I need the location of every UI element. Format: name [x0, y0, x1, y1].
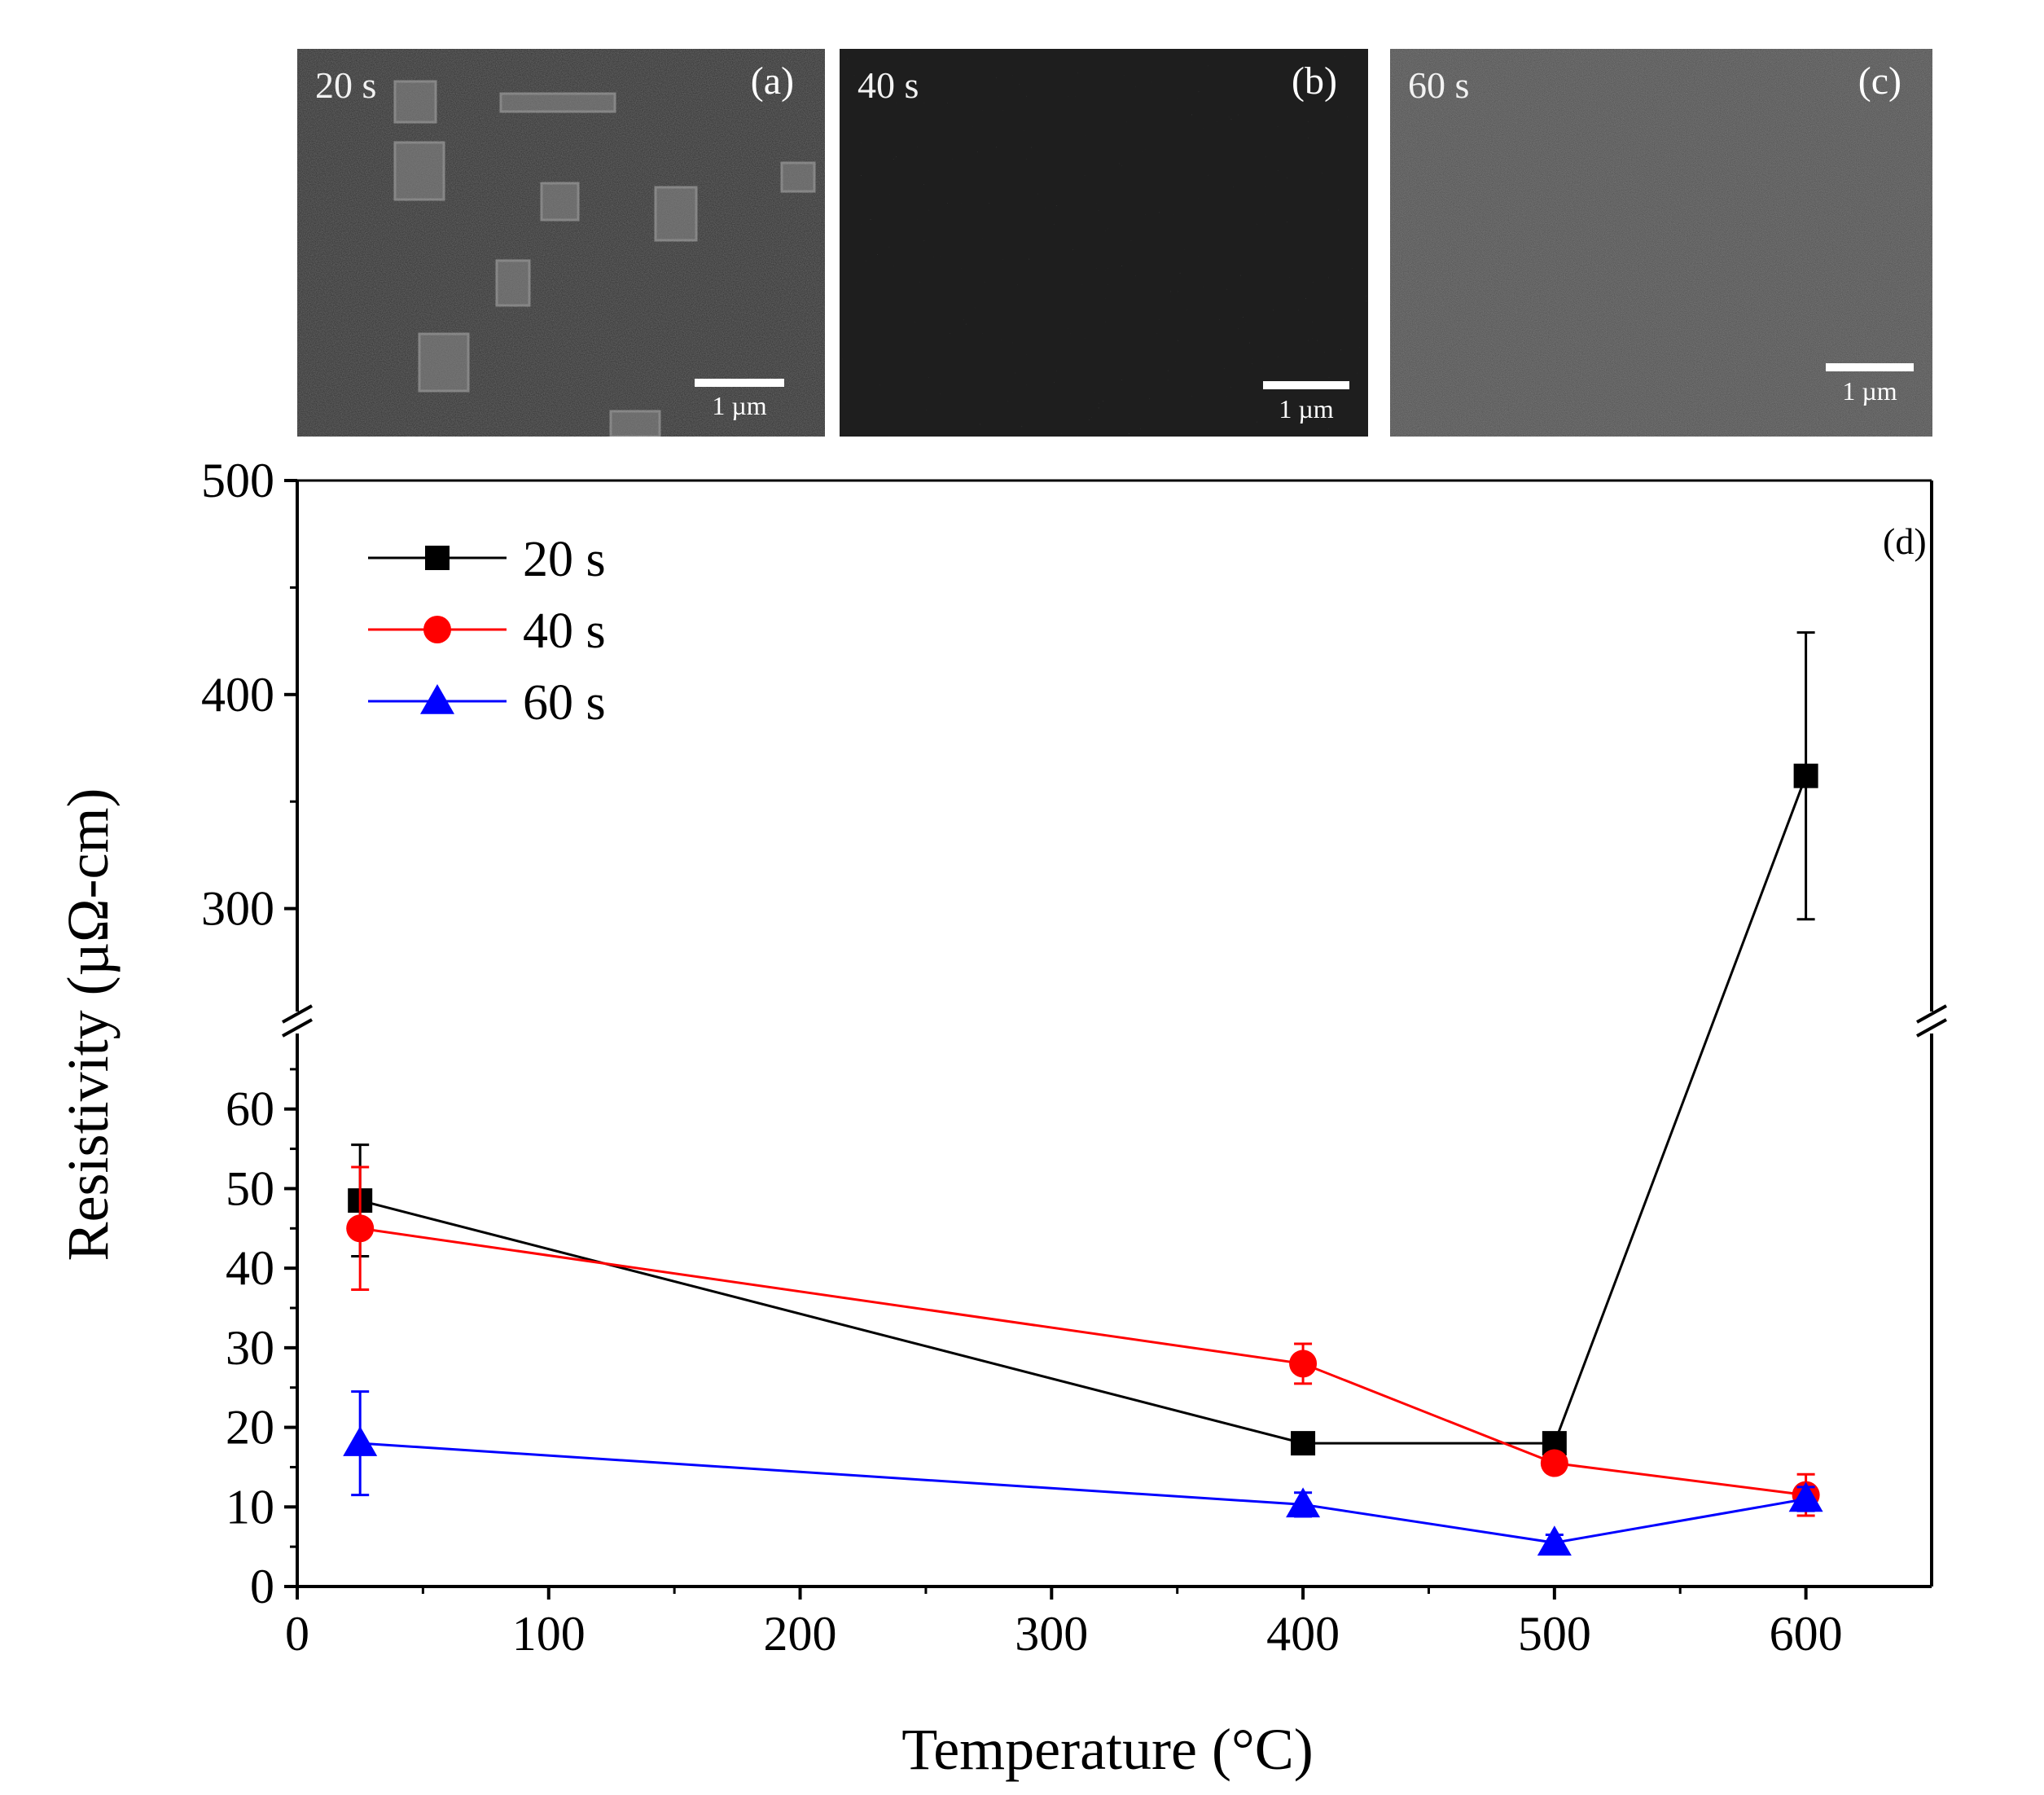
y-axis-label: Resistivity (µΩ-cm) [55, 788, 121, 1262]
chart-axes: 0 100 200 300 400 500 600 0 10 20 30 40 50 60 300 400 50… [201, 454, 1947, 1661]
x-tick-label: 0 [285, 1607, 309, 1661]
y-tick-label: 50 [226, 1161, 274, 1215]
panel-b-scale-bar [1263, 381, 1349, 389]
data-point [1537, 1525, 1572, 1556]
data-point [346, 1214, 375, 1243]
data-point [1788, 1481, 1823, 1512]
x-tick-label: 100 [512, 1607, 586, 1661]
panel-c-label: (c) [1858, 59, 1901, 103]
data-point [1286, 1487, 1321, 1518]
sem-image-c: 60 s (c) 1 µm [1390, 49, 1932, 437]
legend-label: 60 s [523, 675, 606, 731]
sem-image-b: 40 s (b) 1 µm [840, 49, 1368, 437]
panel-b-time: 40 s [858, 64, 919, 106]
panel-a-scale-label: 1 µm [712, 391, 767, 420]
legend-marker [423, 616, 451, 643]
sem-texture-c [1390, 49, 1932, 437]
y-tick-label: 40 [226, 1241, 274, 1295]
right-axis-break-mark [1916, 1018, 1947, 1038]
sem-texture-a [297, 49, 825, 437]
panel-a-time: 20 s [315, 64, 377, 106]
left-axis-break-mark [282, 1004, 313, 1024]
series-line [359, 1227, 1806, 1497]
series-60-s [343, 1390, 1823, 1556]
panel-c-scale-label: 1 µm [1842, 376, 1897, 406]
y-tick-label: 500 [201, 454, 274, 507]
y-tick-label: 20 [226, 1401, 274, 1455]
x-axis-label: Temperature (°C) [901, 1717, 1314, 1782]
x-tick-label: 400 [1266, 1607, 1340, 1661]
chart-legend: 20 s 40 s 60 s [368, 532, 606, 731]
y-tick-label: 10 [226, 1480, 274, 1534]
y-tick-label: 400 [201, 668, 274, 722]
legend-label: 40 s [523, 603, 606, 659]
legend-marker [420, 684, 454, 714]
data-point [343, 1426, 378, 1456]
legend-marker [425, 546, 450, 570]
data-point [1540, 1449, 1568, 1477]
right-axis-break-mark [1916, 1004, 1947, 1024]
left-axis-break-mark [282, 1018, 313, 1038]
y-tick-label: 60 [226, 1082, 274, 1136]
sem-texture-b [840, 49, 1368, 437]
panel-b-label: (b) [1292, 59, 1337, 103]
data-point [1793, 763, 1818, 788]
data-point [1291, 1431, 1316, 1456]
series-40-s [346, 1165, 1820, 1517]
y-tick-label: 30 [226, 1321, 274, 1375]
sem-image-a: 20 s (a) 1 µm [297, 49, 825, 437]
panel-a-scale-bar [695, 379, 784, 387]
panel-b-scale-label: 1 µm [1279, 394, 1334, 424]
x-tick-label: 200 [764, 1607, 837, 1661]
series-line [360, 1442, 1806, 1544]
panel-c-time: 60 s [1408, 64, 1470, 106]
y-tick-label: 300 [201, 882, 274, 936]
panel-d-label: (d) [1883, 520, 1927, 562]
x-tick-label: 600 [1770, 1607, 1843, 1661]
x-tick-label: 500 [1518, 1607, 1591, 1661]
data-point [1289, 1350, 1318, 1378]
panel-a-label: (a) [750, 59, 794, 103]
chart-series [343, 631, 1823, 1556]
series-line [359, 775, 1808, 1445]
panel-c-scale-bar [1826, 363, 1914, 371]
x-tick-label: 300 [1015, 1607, 1088, 1661]
legend-label: 20 s [523, 532, 606, 587]
y-tick-label: 0 [250, 1560, 274, 1613]
